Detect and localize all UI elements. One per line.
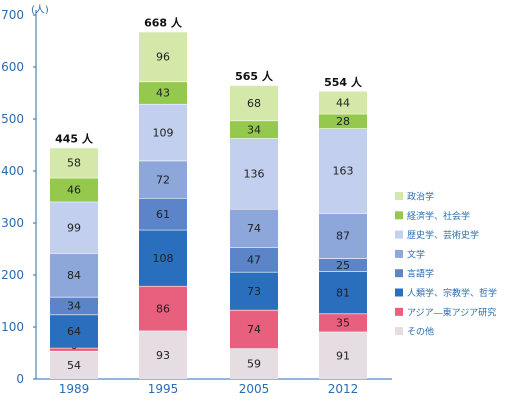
bar-segment bbox=[139, 285, 187, 331]
legend-label: アジア―東アジア研究 bbox=[407, 306, 496, 318]
x-tick-label: 2005 bbox=[239, 382, 270, 396]
bar-segment bbox=[230, 271, 278, 310]
bar-segment bbox=[230, 247, 278, 272]
bar-total-label: 668 人 bbox=[144, 16, 183, 30]
segment-value-label: 64 bbox=[67, 325, 81, 338]
legend-label: 歴史学、芸術史学 bbox=[407, 229, 479, 241]
y-tick-label: 600 bbox=[1, 60, 24, 74]
bar-segment bbox=[319, 128, 367, 214]
segment-value-label: 34 bbox=[247, 123, 261, 136]
legend-swatch bbox=[395, 192, 403, 200]
legend-label: 言語学 bbox=[407, 268, 434, 280]
bar-segment bbox=[230, 120, 278, 139]
legend-swatch bbox=[395, 288, 403, 297]
x-tick-label: 1989 bbox=[59, 382, 90, 396]
segment-value-label: 73 bbox=[247, 285, 261, 298]
y-tick-label: 700 bbox=[1, 8, 24, 22]
bar-segment bbox=[230, 208, 278, 248]
segment-value-label: 74 bbox=[247, 323, 261, 336]
bar-segment bbox=[230, 348, 278, 379]
legend-swatch bbox=[395, 307, 403, 316]
segment-value-label: 44 bbox=[336, 96, 350, 109]
y-tick-label: 100 bbox=[1, 320, 24, 334]
bar-segment bbox=[50, 147, 98, 178]
segment-value-label: 87 bbox=[336, 230, 350, 243]
bar-segment bbox=[50, 347, 98, 351]
bar-segment bbox=[319, 331, 367, 379]
legend-label: 文学 bbox=[407, 248, 425, 260]
segment-value-label: 46 bbox=[67, 184, 81, 197]
bars: 546643484994658445 人93861086172109439666… bbox=[50, 16, 367, 379]
bar-segment bbox=[139, 31, 187, 82]
bar-segment bbox=[319, 113, 367, 129]
segment-value-label: 91 bbox=[336, 349, 350, 362]
legend-swatch bbox=[395, 269, 403, 278]
legend: 政治学経済学、社会学歴史学、芸術史学文学言語学人類学、宗教学、哲学アジア―東アジ… bbox=[395, 191, 497, 338]
bar-segment bbox=[230, 309, 278, 349]
segment-value-label: 34 bbox=[67, 300, 81, 313]
segment-value-label: 28 bbox=[336, 115, 350, 128]
bar-segment bbox=[139, 81, 187, 104]
segment-value-label: 68 bbox=[247, 97, 261, 110]
segment-value-label: 136 bbox=[244, 168, 265, 181]
segment-value-label: 163 bbox=[333, 165, 354, 178]
legend-label: その他 bbox=[407, 326, 434, 338]
bar-segment bbox=[139, 229, 187, 286]
segment-value-label: 54 bbox=[67, 359, 81, 372]
bar-segment bbox=[319, 258, 367, 272]
bar-total-label: 445 人 bbox=[55, 132, 94, 146]
segment-value-label: 43 bbox=[156, 87, 170, 100]
bar-segment bbox=[50, 350, 98, 379]
segment-value-label: 59 bbox=[247, 358, 261, 371]
bar-segment bbox=[230, 85, 278, 121]
y-tick-label: 300 bbox=[1, 216, 24, 230]
legend-label: 政治学 bbox=[407, 191, 434, 203]
segment-value-label: 61 bbox=[156, 208, 170, 221]
segment-value-label: 93 bbox=[156, 349, 170, 362]
y-tick-label: 0 bbox=[16, 372, 24, 386]
bar-total-label: 565 人 bbox=[235, 69, 274, 83]
segment-value-label: 35 bbox=[336, 317, 350, 330]
bar-segment bbox=[50, 296, 98, 315]
bar-segment bbox=[319, 313, 367, 332]
legend-swatch bbox=[395, 327, 403, 336]
bar-segment bbox=[319, 271, 367, 314]
segment-value-label: 84 bbox=[67, 269, 81, 282]
segment-value-label: 47 bbox=[247, 254, 261, 267]
legend-swatch bbox=[395, 211, 403, 220]
bar-segment bbox=[50, 177, 98, 202]
bar-segment bbox=[50, 201, 98, 254]
y-tick-label: 200 bbox=[1, 268, 24, 282]
x-tick-label: 1995 bbox=[148, 382, 179, 396]
bar-segment bbox=[50, 314, 98, 348]
bar-segment bbox=[230, 138, 278, 209]
segment-value-label: 99 bbox=[67, 221, 81, 234]
legend-label: 経済学、社会学 bbox=[407, 210, 470, 222]
bar-segment bbox=[139, 330, 187, 379]
y-tick-label: 400 bbox=[1, 164, 24, 178]
bar-segment bbox=[319, 213, 367, 259]
segment-value-label: 81 bbox=[336, 286, 350, 299]
legend-label: 人類学、宗教学、哲学 bbox=[407, 287, 497, 299]
bar-segment bbox=[319, 90, 367, 114]
y-tick-label: 500 bbox=[1, 112, 24, 126]
segment-value-label: 74 bbox=[247, 222, 261, 235]
legend-swatch bbox=[395, 249, 403, 258]
segment-value-label: 86 bbox=[156, 302, 170, 315]
bar-total-label: 554 人 bbox=[324, 75, 363, 89]
bar-segment bbox=[139, 103, 187, 161]
legend-swatch bbox=[395, 230, 403, 239]
x-tick-label: 2012 bbox=[328, 382, 359, 396]
segment-value-label: 25 bbox=[336, 259, 350, 272]
y-unit-label: (人) bbox=[31, 4, 49, 16]
segment-value-label: 108 bbox=[153, 252, 174, 265]
bar-segment bbox=[139, 198, 187, 230]
bar-segment bbox=[139, 160, 187, 199]
segment-value-label: 109 bbox=[153, 126, 174, 139]
segment-value-label: 72 bbox=[156, 173, 170, 186]
bar-segment bbox=[50, 253, 98, 297]
segment-value-label: 96 bbox=[156, 51, 170, 64]
segment-value-label: 58 bbox=[67, 157, 81, 170]
